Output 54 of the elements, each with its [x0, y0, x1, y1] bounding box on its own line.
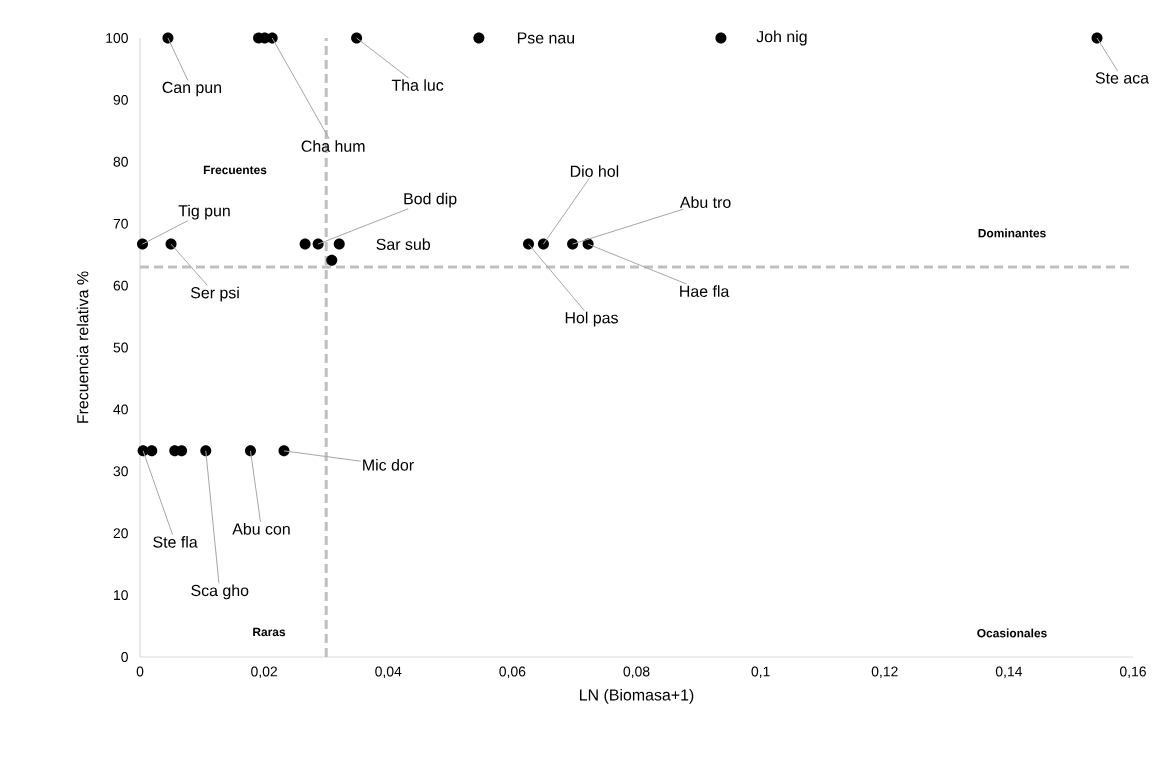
y-tick-label: 30 [113, 466, 128, 477]
y-tick-label: 80 [113, 156, 128, 167]
annotation: Raras [253, 627, 286, 637]
y-tick-label: 50 [113, 342, 128, 353]
annotation: Sar sub [376, 238, 430, 250]
annotation: Dominantes [978, 228, 1046, 238]
annotation: Pse nau [517, 32, 575, 44]
x-axis-title: LN (Biomasa+1) [580, 688, 694, 704]
annotation: Bod dip [404, 192, 457, 208]
annotation: Ser psi [190, 286, 239, 302]
point [136, 238, 148, 250]
annotation: Cha hum [301, 140, 365, 152]
y-axis-title: Frecuencia relativa % [76, 271, 89, 423]
point [473, 32, 485, 44]
point [715, 32, 727, 44]
x-tick-label: 0,12 [871, 666, 898, 679]
x-tick-label: 0,06 [499, 666, 526, 679]
y-tick-label: 0 [121, 652, 128, 662]
annotation: Frecuentes [203, 165, 267, 175]
annotation: Ocasionales [977, 628, 1047, 638]
annotation: Abu con [232, 523, 290, 535]
y-tick-label: 20 [113, 528, 128, 539]
x-tick-label: 0,16 [1119, 666, 1146, 679]
y-tick-label: 100 [106, 33, 128, 43]
y-tick-label: 10 [114, 590, 128, 601]
x-tick-label: 0,1 [751, 666, 770, 679]
annotation: Dio hol [570, 165, 619, 177]
y-tick-label: 60 [113, 280, 128, 291]
y-tick-label: 70 [113, 218, 128, 229]
x-tick-label: 0 [136, 666, 144, 677]
annotation: Abu tro [679, 196, 731, 208]
point [333, 238, 345, 250]
x-tick-label: 0,04 [375, 666, 402, 679]
point [523, 238, 535, 250]
annotation: Tha luc [391, 79, 444, 91]
annotation: Ste fla [153, 536, 198, 548]
point [299, 238, 311, 250]
x-tick-label: 0,02 [251, 666, 277, 679]
annotation: Can pun [162, 81, 221, 97]
annotation: Joh nig [756, 30, 807, 46]
annotation: Sca gho [191, 584, 249, 600]
annotation: Hae fla [680, 285, 730, 297]
y-tick-label: 90 [113, 94, 128, 105]
point [244, 445, 256, 457]
y-tick-label: 40 [113, 404, 128, 415]
point [146, 445, 158, 457]
annotation: Hol pas [565, 311, 618, 327]
annotation: Mic dor [363, 459, 414, 471]
point [537, 238, 549, 250]
annotation: Ste aca [1095, 72, 1150, 84]
point [326, 254, 338, 266]
x-tick-label: 0,14 [995, 666, 1023, 679]
x-tick-label: 0,08 [623, 666, 650, 679]
annotation: Tig pun [178, 204, 230, 220]
